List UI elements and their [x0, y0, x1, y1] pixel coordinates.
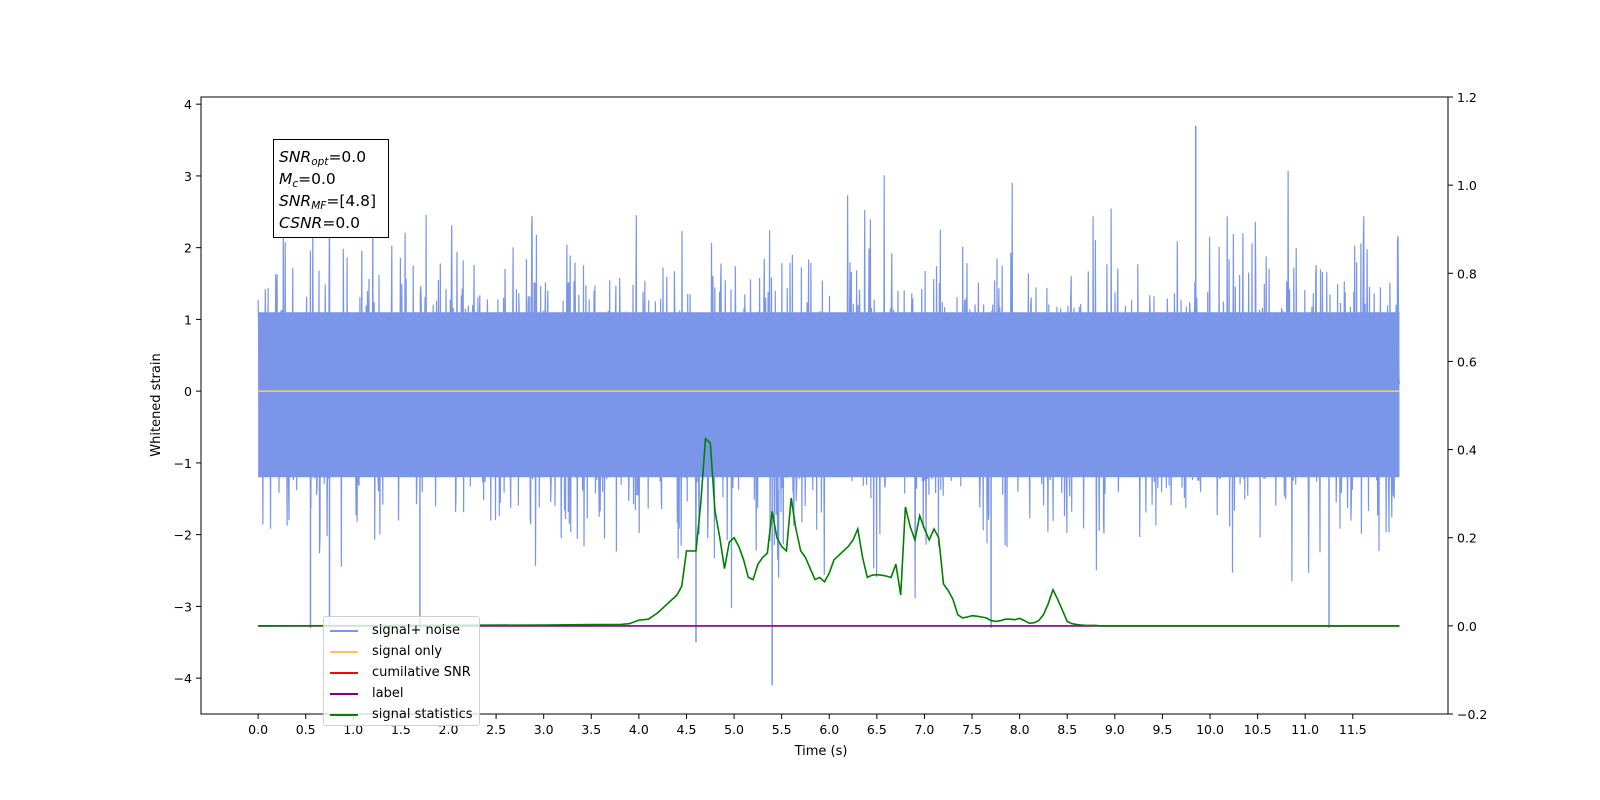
- x-tick-label: 4.0: [629, 722, 649, 737]
- legend-label: signal only: [372, 644, 443, 659]
- y-tick-label: −1: [174, 456, 192, 471]
- y-tick-label: 0: [184, 384, 192, 399]
- x-tick-label: 6.5: [867, 722, 887, 737]
- x-tick-label: 2.5: [486, 722, 506, 737]
- annotation-csnr: CSNR=0.0: [279, 214, 360, 232]
- y2-tick-label: 0.4: [1457, 443, 1477, 458]
- y2-tick-label: 0.8: [1457, 266, 1477, 281]
- legend-label: signal statistics: [372, 707, 473, 722]
- legend-item-signal-statistics: signal statistics: [330, 704, 479, 725]
- annotation-mc: Mc=0.0: [279, 170, 336, 190]
- x-axis-label: Time (s): [794, 744, 848, 759]
- y-tick-label: 4: [184, 97, 192, 112]
- legend-item-cumulative-snr: cumilative SNR: [330, 662, 479, 683]
- x-tick-label: 9.0: [1105, 722, 1125, 737]
- legend-item-signal-only: signal only: [330, 641, 479, 662]
- legend-swatch: [330, 692, 358, 695]
- x-tick-label: 5.0: [724, 722, 744, 737]
- y-axis-label: Whitened strain: [149, 353, 164, 456]
- annotation-snr-mf: SNRMF=[4.8]: [279, 192, 377, 212]
- y-tick-label: −3: [174, 599, 192, 614]
- x-tick-label: 10.5: [1244, 722, 1272, 737]
- y-axis-left: 4 3 2 1 0 −1 −2 −3 −4: [174, 97, 201, 686]
- legend-swatch: [330, 671, 358, 674]
- stats-annotation-box: SNRopt=0.0 Mc=0.0 SNRMF=[4.8] CSNR=0.0: [273, 139, 389, 238]
- plot-frame: [200, 96, 1449, 715]
- y-tick-label: −4: [174, 671, 192, 686]
- x-tick-label: 11.0: [1291, 722, 1319, 737]
- x-tick-label: 11.5: [1339, 722, 1367, 737]
- legend: signal+ noise signal only cumilative SNR…: [323, 616, 480, 726]
- y2-tick-label: 0.6: [1457, 354, 1477, 369]
- legend-item-label: label: [330, 683, 479, 704]
- y-tick-label: −2: [174, 528, 192, 543]
- y-tick-label: 2: [184, 241, 192, 256]
- x-tick-label: 6.0: [819, 722, 839, 737]
- signal-noise-series: [257, 125, 1401, 686]
- x-tick-label: 8.0: [1010, 722, 1030, 737]
- annotation-snr-opt: SNRopt=0.0: [279, 148, 367, 168]
- legend-swatch: [330, 713, 358, 716]
- y-tick-label: 1: [184, 312, 192, 327]
- x-tick-label: 0.5: [296, 722, 316, 737]
- legend-label: label: [372, 686, 404, 701]
- y2-tick-label: 0.0: [1457, 619, 1477, 634]
- y2-tick-label: −0.2: [1457, 707, 1487, 722]
- x-tick-label: 5.5: [772, 722, 792, 737]
- legend-swatch: [330, 629, 358, 632]
- y2-tick-label: 0.2: [1457, 531, 1477, 546]
- legend-label: signal+ noise: [372, 623, 461, 638]
- series-line-4: [258, 436, 1400, 627]
- x-tick-label: 3.5: [581, 722, 601, 737]
- y-tick-label: 3: [184, 169, 192, 184]
- legend-swatch: [330, 650, 358, 653]
- legend-item-signal-noise: signal+ noise: [330, 620, 479, 641]
- noise-core-band: [258, 312, 1400, 478]
- y-axis-right: 1.2 1.0 0.8 0.6 0.4 0.2 0.0 −0.2: [1448, 90, 1487, 722]
- x-tick-label: 7.0: [915, 722, 935, 737]
- x-tick-label: 10.0: [1196, 722, 1224, 737]
- x-tick-label: 0.0: [248, 722, 268, 737]
- y2-tick-label: 1.2: [1457, 90, 1477, 105]
- y2-tick-label: 1.0: [1457, 178, 1477, 193]
- x-tick-label: 7.5: [962, 722, 982, 737]
- x-tick-label: 3.0: [534, 722, 554, 737]
- legend-label: cumilative SNR: [372, 665, 471, 680]
- x-tick-label: 9.5: [1152, 722, 1172, 737]
- x-tick-label: 8.5: [1057, 722, 1077, 737]
- x-tick-label: 4.5: [677, 722, 697, 737]
